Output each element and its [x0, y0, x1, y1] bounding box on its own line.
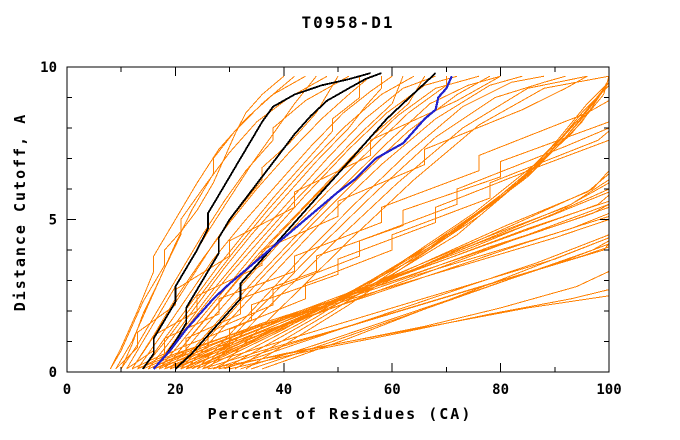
model-curve [120, 75, 295, 370]
highlight-curve [142, 72, 371, 370]
x-tick-label: 40 [275, 382, 292, 398]
tick-labels-group: 0 20 40 60 80 100 0 5 10 [40, 60, 622, 398]
model-curve [153, 215, 610, 370]
y-tick-label: 0 [49, 365, 57, 381]
x-tick-label: 0 [63, 382, 71, 398]
model-curve [245, 82, 610, 370]
reference-curve [152, 75, 453, 370]
model-curve [213, 81, 610, 370]
model-curve [218, 75, 610, 370]
model-curve [137, 75, 393, 370]
model-curve [218, 295, 610, 370]
model-curve [180, 75, 491, 370]
highlight-curve [153, 72, 382, 370]
x-tick-label: 60 [384, 382, 401, 398]
model-curve [229, 289, 610, 370]
model-curve [115, 75, 501, 370]
model-curves-group [109, 75, 610, 370]
model-curve [164, 75, 426, 370]
model-curve [126, 75, 317, 370]
reference-curve-group [152, 75, 453, 370]
model-curve [213, 243, 610, 370]
model-curve [175, 75, 501, 370]
x-tick-label: 100 [596, 382, 621, 398]
model-curve [153, 75, 436, 370]
highlight-curve [174, 72, 437, 370]
model-curve [169, 76, 447, 370]
axes-group [66, 66, 610, 373]
model-curve [131, 75, 371, 370]
x-axis-title: Percent of Residues (CA) [207, 405, 473, 423]
model-curve [185, 75, 523, 370]
x-tick-label: 20 [167, 382, 184, 398]
model-curve [180, 182, 610, 370]
model-curve [251, 240, 610, 370]
model-curve [131, 100, 610, 370]
model-curve [126, 75, 588, 370]
model-curve [137, 219, 610, 370]
chart-title: T0958-D1 [301, 13, 395, 32]
model-curve [153, 203, 610, 370]
model-curve [142, 75, 415, 370]
model-curve [207, 75, 588, 370]
model-curve [202, 75, 566, 370]
x-tick-label: 80 [492, 382, 509, 398]
model-curve [142, 76, 361, 370]
model-curve [175, 130, 610, 370]
model-curve [164, 203, 610, 370]
model-curve [196, 75, 545, 370]
highlight-curves-group [142, 72, 437, 370]
model-curve [164, 194, 610, 370]
model-curve [148, 121, 610, 370]
model-curve [191, 173, 610, 370]
model-curve [224, 234, 610, 370]
model-curve [137, 139, 610, 370]
model-curve [120, 75, 350, 370]
model-curve [196, 170, 610, 370]
y-tick-label: 5 [49, 213, 57, 229]
model-curve [147, 76, 382, 370]
y-tick-label: 10 [40, 60, 57, 76]
model-curve [158, 127, 610, 370]
model-curve [207, 137, 610, 370]
